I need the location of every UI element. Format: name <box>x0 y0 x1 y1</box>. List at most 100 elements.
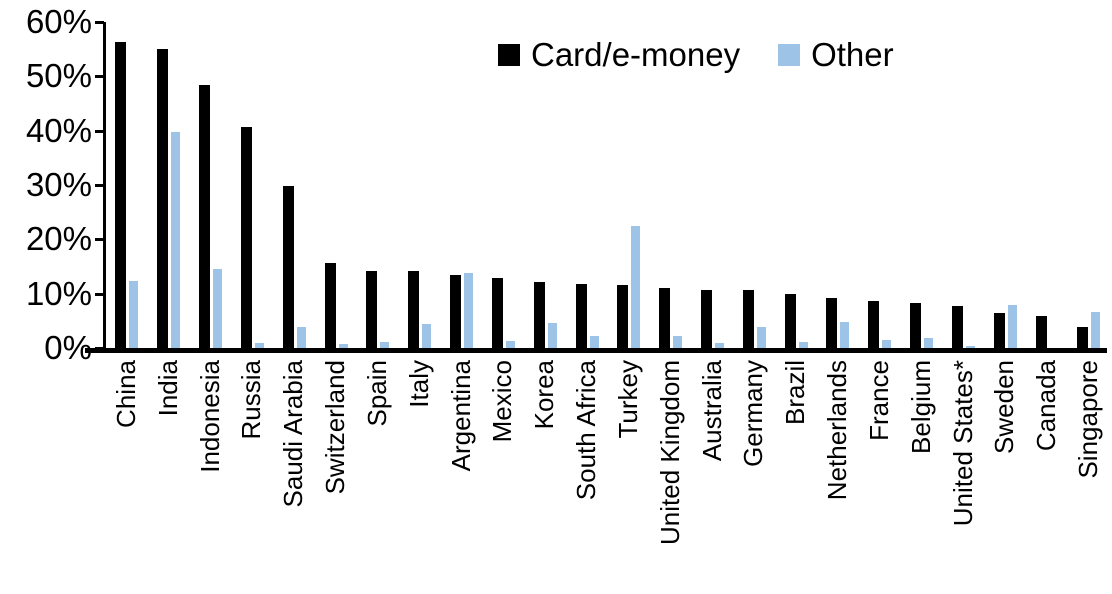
legend-swatch-other <box>778 43 801 66</box>
x-label-south-africa: South Africa <box>571 360 602 501</box>
bar-group-indonesia <box>190 22 232 348</box>
x-label-cell: Mexico <box>482 360 524 592</box>
bar-group-italy <box>399 22 441 348</box>
x-label-spain: Spain <box>361 360 392 427</box>
bar-other-russia <box>254 343 264 348</box>
bar-card-united-kingdom <box>659 288 671 348</box>
bar-card-saudi-arabia <box>282 186 294 348</box>
bar-card-united-states- <box>951 306 963 348</box>
x-label-cell: Belgium <box>901 360 943 592</box>
x-label-singapore: Singapore <box>1073 360 1104 479</box>
bar-card-china <box>115 42 127 348</box>
x-label-cell: Indonesia <box>190 360 232 592</box>
x-label-cell: Italy <box>399 360 441 592</box>
y-tick-label-40%: 40% <box>25 111 92 149</box>
y-tick-label-50%: 50% <box>25 57 92 95</box>
bar-group-switzerland <box>315 22 357 348</box>
bar-card-switzerland <box>324 263 336 348</box>
bar-card-russia <box>240 127 252 348</box>
y-tick-label-60%: 60% <box>25 3 92 40</box>
y-tick-mark-10% <box>95 292 104 296</box>
bar-group-sweden <box>984 22 1026 348</box>
y-tick-mark-20% <box>95 238 104 242</box>
y-tick-mark-40% <box>95 129 104 133</box>
bar-group-south-africa <box>566 22 608 348</box>
x-label-canada: Canada <box>1031 360 1062 452</box>
legend-item-other: Other <box>778 38 894 71</box>
x-axis-labels: China India Indonesia Russia Saudi Arabia Swi… <box>106 360 1110 592</box>
x-label-cell: Saudi Arabia <box>273 360 315 592</box>
bar-other-mexico <box>505 341 515 348</box>
bar-group-united-states- <box>943 22 985 348</box>
bar-other-italy <box>422 324 432 348</box>
bar-other-india <box>171 132 181 348</box>
x-label-cell: Germany <box>733 360 775 592</box>
bar-group-spain <box>357 22 399 348</box>
x-label-italy: Italy <box>403 360 434 408</box>
bar-other-switzerland <box>338 344 348 348</box>
x-label-cell: Singapore <box>1068 360 1110 592</box>
bar-group-united-kingdom <box>650 22 692 348</box>
x-label-korea: Korea <box>529 360 560 430</box>
bar-other-united-kingdom <box>673 336 683 348</box>
x-label-cell: India <box>148 360 190 592</box>
x-axis-line <box>85 348 1107 353</box>
bar-group-argentina <box>441 22 483 348</box>
bar-card-spain <box>366 271 378 348</box>
bar-other-korea <box>547 323 557 348</box>
bar-card-france <box>868 301 880 348</box>
x-label-russia: Russia <box>236 360 267 440</box>
x-label-cell: Brazil <box>775 360 817 592</box>
bar-other-turkey <box>631 226 641 348</box>
bar-group-mexico <box>482 22 524 348</box>
bar-group-france <box>859 22 901 348</box>
plot-area <box>106 22 1110 348</box>
bar-group-singapore <box>1068 22 1110 348</box>
bar-other-argentina <box>464 273 474 348</box>
bar-card-brazil <box>784 294 796 348</box>
y-tick-label-0%: 0% <box>44 329 92 366</box>
legend-item-card-e-money: Card/e-money <box>498 38 740 71</box>
bar-card-italy <box>408 271 420 348</box>
bar-group-brazil <box>775 22 817 348</box>
bar-other-brazil <box>798 342 808 348</box>
x-label-australia: Australia <box>696 360 727 462</box>
bar-card-india <box>157 49 169 348</box>
bar-group-russia <box>231 22 273 348</box>
x-label-cell: South Africa <box>566 360 608 592</box>
x-label-indonesia: Indonesia <box>194 360 225 473</box>
bar-other-united-states- <box>965 346 975 348</box>
y-tick-label-30%: 30% <box>25 166 92 203</box>
x-label-saudi-arabia: Saudi Arabia <box>278 360 309 508</box>
bar-card-mexico <box>491 278 503 348</box>
bar-card-indonesia <box>199 85 211 348</box>
y-tick-mark-30% <box>95 184 104 187</box>
x-label-united-states-: United States* <box>947 360 978 527</box>
bar-card-australia <box>701 290 712 348</box>
x-label-switzerland: Switzerland <box>320 360 351 495</box>
bar-card-argentina <box>450 275 462 348</box>
y-tick-mark-50% <box>95 75 104 79</box>
y-tick-label-10%: 10% <box>25 274 92 312</box>
x-label-cell: Spain <box>357 360 399 592</box>
bar-group-australia <box>692 22 734 348</box>
x-label-cell: Russia <box>231 360 273 592</box>
legend-swatch-card-e-money <box>498 43 520 66</box>
bar-other-china <box>129 281 139 348</box>
bar-card-belgium <box>910 303 922 348</box>
bar-group-korea <box>524 22 566 348</box>
bar-other-belgium <box>924 338 934 348</box>
x-label-cell: United States* <box>943 360 985 592</box>
legend: Card/e-money Other <box>498 38 894 71</box>
bar-card-singapore <box>1077 327 1089 348</box>
x-label-united-kingdom: United Kingdom <box>654 360 685 545</box>
bar-other-sweden <box>1007 305 1017 348</box>
bar-other-singapore <box>1091 312 1101 348</box>
bar-card-turkey <box>617 285 629 348</box>
bar-group-turkey <box>608 22 650 348</box>
y-axis-line <box>103 22 106 350</box>
bar-group-saudi-arabia <box>273 22 315 348</box>
bar-card-canada <box>1035 316 1047 348</box>
bar-card-korea <box>533 282 545 348</box>
